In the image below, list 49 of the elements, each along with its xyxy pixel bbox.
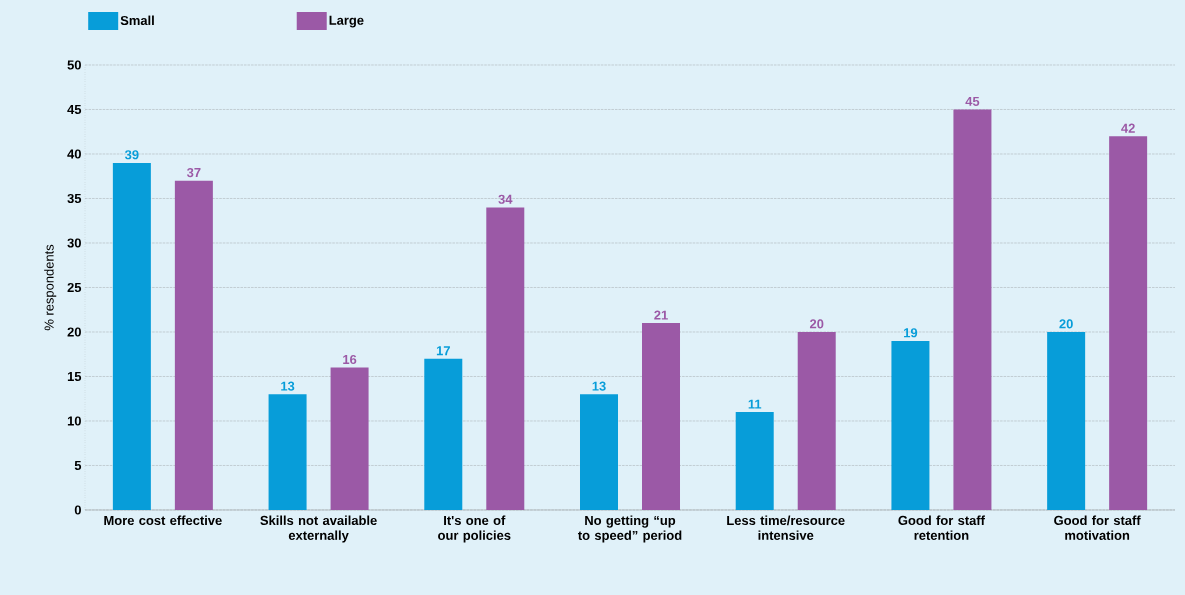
bar — [268, 394, 307, 510]
y-tick-label: 35 — [67, 193, 82, 204]
x-tick-label: Good for staff retention — [898, 515, 985, 540]
y-tick-label: 10 — [67, 416, 81, 426]
bar — [1109, 136, 1148, 510]
x-tick-label: Less time/resource intensive — [727, 515, 845, 540]
data-label: 37 — [186, 167, 201, 178]
data-label: 20 — [809, 319, 824, 329]
data-label: 16 — [343, 354, 357, 365]
x-tick-label: No getting “up to speed” period — [577, 515, 682, 543]
data-label: 17 — [436, 346, 450, 356]
x-tick-label: It's one of our policies — [438, 515, 511, 543]
legend-label: Small — [120, 15, 154, 26]
y-tick-label: 25 — [67, 282, 82, 293]
bar — [424, 358, 463, 510]
bar — [1047, 331, 1086, 510]
y-tick-label: 0 — [74, 505, 81, 515]
data-label: 21 — [654, 310, 668, 320]
data-label: 13 — [592, 381, 606, 391]
y-tick-label: 45 — [67, 104, 82, 114]
y-axis-title: % respondents — [44, 244, 57, 331]
bar — [891, 340, 930, 510]
data-label: 19 — [904, 328, 918, 338]
data-label: 39 — [124, 150, 139, 160]
bar — [580, 394, 618, 510]
data-label: 42 — [1121, 123, 1135, 133]
x-tick-label: Good for staff motivation — [1054, 515, 1141, 540]
data-label: 20 — [1059, 319, 1073, 329]
bar — [330, 367, 369, 510]
y-tick-label: 30 — [67, 238, 81, 248]
data-label: 11 — [748, 399, 762, 409]
y-tick-label: 5 — [74, 460, 82, 470]
bar — [486, 207, 525, 510]
y-tick-label: 15 — [67, 371, 82, 381]
data-label: 13 — [281, 381, 295, 391]
y-tick-label: 50 — [67, 60, 81, 70]
bar — [735, 412, 774, 510]
x-tick-label: Skills not available externally — [260, 515, 377, 543]
bar — [797, 331, 836, 510]
bar — [953, 109, 992, 510]
legend-label: Large — [329, 15, 364, 28]
data-label: 45 — [965, 96, 980, 106]
data-label: 34 — [498, 194, 513, 204]
x-tick-label: More cost effective — [104, 515, 222, 526]
y-tick-label: 20 — [67, 327, 81, 337]
y-tick-label: 40 — [67, 149, 81, 159]
bar — [174, 180, 213, 510]
bar — [112, 162, 151, 510]
bar — [642, 323, 680, 510]
